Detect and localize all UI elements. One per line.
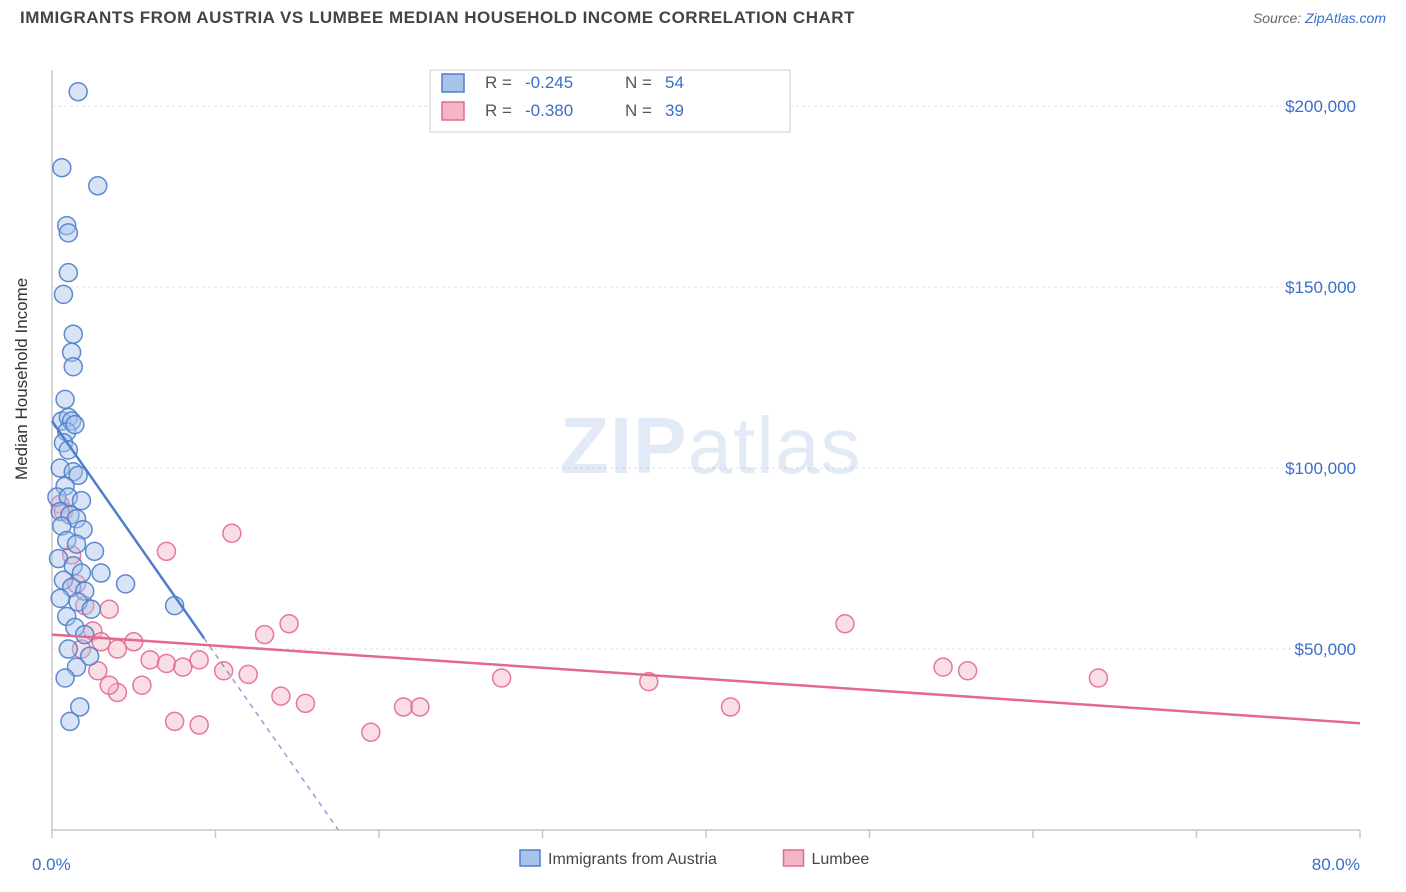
scatter-point: [82, 600, 100, 618]
scatter-point: [493, 669, 511, 687]
scatter-point: [133, 676, 151, 694]
legend-swatch: [442, 74, 464, 92]
legend-n-label: N =: [625, 101, 652, 120]
legend-swatch: [520, 850, 540, 866]
legend-n-value: 39: [665, 101, 684, 120]
legend-stats-box: [430, 70, 790, 132]
scatter-point: [64, 325, 82, 343]
scatter-point: [56, 390, 74, 408]
scatter-point: [59, 640, 77, 658]
y-axis-label: Median Household Income: [12, 278, 32, 480]
scatter-point: [56, 669, 74, 687]
scatter-point: [69, 83, 87, 101]
x-max-label: 80.0%: [1312, 855, 1360, 874]
scatter-point: [86, 542, 104, 560]
scatter-point: [59, 224, 77, 242]
y-tick-label: $150,000: [1285, 278, 1356, 297]
source-link[interactable]: ZipAtlas.com: [1305, 10, 1386, 26]
scatter-point: [362, 723, 380, 741]
scatter-point: [296, 694, 314, 712]
scatter-point: [395, 698, 413, 716]
scatter-point: [190, 651, 208, 669]
scatter-point: [64, 358, 82, 376]
scatter-point: [157, 655, 175, 673]
scatter-point: [100, 676, 118, 694]
y-tick-label: $100,000: [1285, 459, 1356, 478]
source-attribution: Source: ZipAtlas.com: [1253, 10, 1386, 26]
legend-swatch: [442, 102, 464, 120]
legend-n-value: 54: [665, 73, 684, 92]
page-title: IMMIGRANTS FROM AUSTRIA VS LUMBEE MEDIAN…: [20, 8, 855, 28]
scatter-point: [272, 687, 290, 705]
scatter-point: [51, 589, 69, 607]
scatter-point: [53, 159, 71, 177]
legend-n-label: N =: [625, 73, 652, 92]
scatter-point: [223, 524, 241, 542]
legend-r-label: R =: [485, 101, 512, 120]
scatter-point: [125, 633, 143, 651]
scatter-point: [141, 651, 159, 669]
scatter-point: [836, 615, 854, 633]
scatter-point: [68, 535, 86, 553]
scatter-point: [92, 564, 110, 582]
scatter-point: [174, 658, 192, 676]
scatter-point: [959, 662, 977, 680]
legend-series-label: Immigrants from Austria: [548, 851, 717, 868]
scatter-point: [215, 662, 233, 680]
legend-r-value: -0.380: [525, 101, 573, 120]
x-min-label: 0.0%: [32, 855, 71, 874]
scatter-point: [280, 615, 298, 633]
legend-series-label: Lumbee: [812, 851, 870, 868]
scatter-point: [117, 575, 135, 593]
scatter-point: [66, 416, 84, 434]
scatter-point: [1089, 669, 1107, 687]
scatter-point: [239, 665, 257, 683]
y-tick-label: $50,000: [1295, 640, 1356, 659]
scatter-point: [89, 177, 107, 195]
scatter-point: [934, 658, 952, 676]
scatter-point: [76, 626, 94, 644]
legend-r-value: -0.245: [525, 73, 573, 92]
scatter-point: [256, 626, 274, 644]
scatter-point: [166, 712, 184, 730]
legend-r-label: R =: [485, 73, 512, 92]
correlation-chart: $50,000 $100,000 $150,000 $200,000 0.0% 80.0%…: [0, 40, 1406, 892]
scatter-point: [108, 640, 126, 658]
scatter-point: [59, 264, 77, 282]
scatter-point: [157, 542, 175, 560]
scatter-point: [54, 285, 72, 303]
y-tick-label: $200,000: [1285, 97, 1356, 116]
scatter-point: [722, 698, 740, 716]
legend-swatch: [784, 850, 804, 866]
scatter-point: [411, 698, 429, 716]
scatter-point: [100, 600, 118, 618]
scatter-point: [61, 712, 79, 730]
scatter-point: [190, 716, 208, 734]
